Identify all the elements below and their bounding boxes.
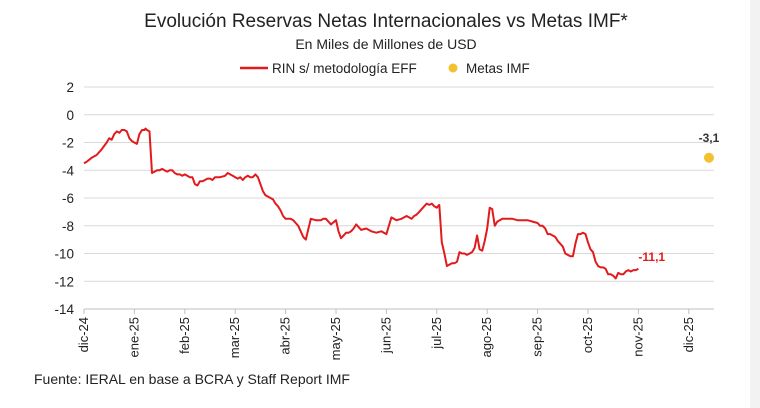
series-line-rin bbox=[83, 127, 639, 280]
legend-label-metas: Metas IMF bbox=[466, 61, 530, 76]
y-tick-label: -2 bbox=[62, 136, 74, 151]
legend-dot-swatch bbox=[448, 63, 458, 73]
y-tick-label: -12 bbox=[54, 274, 74, 289]
x-tick-label: nov-25 bbox=[630, 317, 645, 357]
y-tick-label: -10 bbox=[54, 247, 74, 262]
legend: RIN s/ metodología EFF Metas IMF bbox=[240, 61, 530, 76]
x-tick-label: feb-25 bbox=[177, 317, 192, 354]
chart-subtitle: En Miles de Millones de USD bbox=[295, 36, 476, 52]
gridlines bbox=[84, 86, 714, 310]
x-axis-ticks: dic-24 ene-25 feb-25 mar-25 abr-25 may-25 jun-… bbox=[76, 309, 696, 360]
x-tick-label: jun-25 bbox=[378, 317, 393, 354]
chart-title: Evolución Reservas Netas Internacionales… bbox=[144, 11, 628, 32]
y-axis-ticks: 2 0 -2 -4 -6 -8 -10 -12 -14 bbox=[54, 80, 74, 317]
y-tick-label: -4 bbox=[62, 163, 74, 178]
x-tick-label: oct-25 bbox=[580, 317, 595, 353]
y-tick-label: -14 bbox=[54, 302, 74, 317]
y-tick-label: -6 bbox=[62, 191, 74, 206]
end-value-label: -11,1 bbox=[638, 250, 665, 264]
source-note: Fuente: IERAL en base a BCRA y Staff Rep… bbox=[34, 371, 350, 387]
x-tick-label: dic-24 bbox=[76, 317, 91, 352]
series-layer: -11,1 -3,1 bbox=[83, 127, 720, 280]
x-tick-label: sep-25 bbox=[530, 317, 545, 357]
y-tick-label: -8 bbox=[62, 219, 74, 234]
screenshot-edge-band bbox=[750, 0, 760, 408]
x-tick-label: may-25 bbox=[328, 317, 343, 360]
y-tick-label: 0 bbox=[66, 108, 74, 123]
x-tick-label: abr-25 bbox=[278, 317, 293, 355]
y-tick-label: 2 bbox=[66, 80, 74, 95]
x-tick-label: ago-25 bbox=[479, 317, 494, 357]
imf-target-point bbox=[703, 152, 714, 163]
x-tick-label: jul-25 bbox=[429, 317, 444, 350]
x-tick-label: ene-25 bbox=[126, 317, 141, 357]
legend-label-rin: RIN s/ metodología EFF bbox=[272, 61, 417, 76]
imf-target-label: -3,1 bbox=[699, 131, 720, 145]
x-tick-label: mar-25 bbox=[227, 317, 242, 358]
x-tick-label: dic-25 bbox=[681, 317, 696, 352]
